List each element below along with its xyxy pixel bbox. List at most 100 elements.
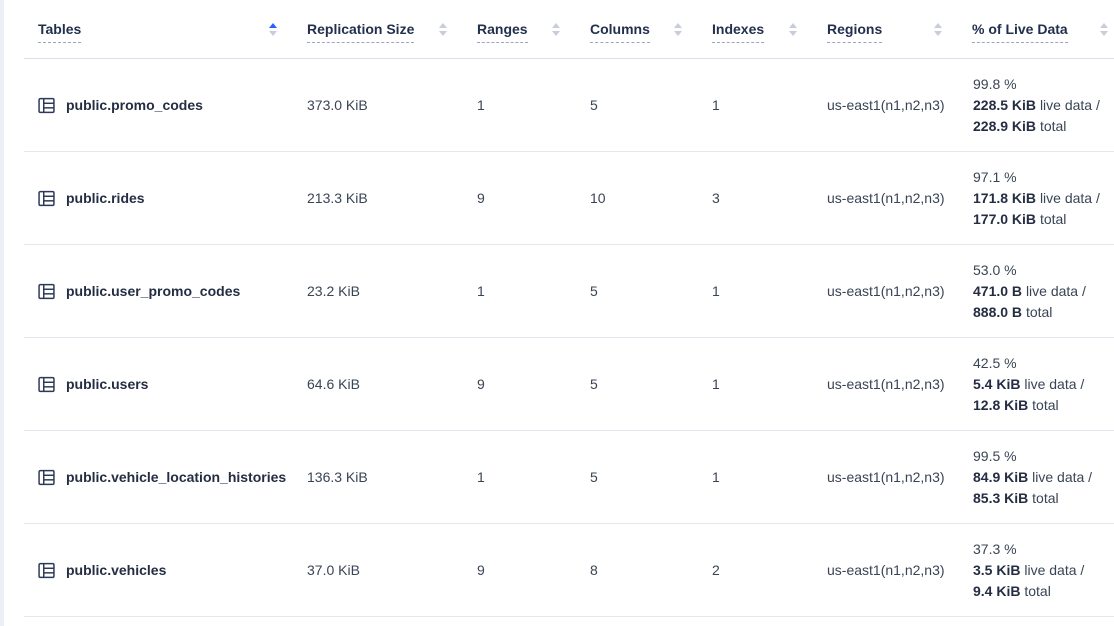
regions-cell: us-east1(n1,n2,n3) [827, 469, 945, 485]
total-data-line: 177.0 KiB total [973, 210, 1067, 227]
replication-size-cell: 373.0 KiB [307, 97, 368, 113]
columns-cell: 5 [590, 97, 598, 113]
table-name-cell[interactable]: public.user_promo_codes [24, 283, 295, 300]
columns-cell: 5 [590, 469, 598, 485]
live-data-cell: 53.0 % 471.0 B live data / 888.0 B total [960, 260, 1114, 323]
tables-table: Tables Replication Size Ranges Columns I… [24, 0, 1114, 617]
table-row[interactable]: public.vehicles 37.0 KiB 9 8 2 us-east1(… [24, 524, 1114, 617]
table-row[interactable]: public.promo_codes 373.0 KiB 1 5 1 us-ea… [24, 59, 1114, 152]
live-data-cell: 42.5 % 5.4 KiB live data / 12.8 KiB tota… [960, 353, 1114, 416]
sort-asc-icon[interactable] [259, 22, 277, 36]
ranges-cell: 9 [477, 190, 485, 206]
col-header-indexes-label: Indexes [712, 21, 765, 43]
table-icon [38, 190, 55, 207]
regions-cell: us-east1(n1,n2,n3) [827, 283, 945, 299]
live-data-line: 228.5 KiB live data / [973, 96, 1100, 113]
replication-size-cell: 64.6 KiB [307, 376, 360, 392]
live-data-line: 3.5 KiB live data / [973, 561, 1085, 578]
table-icon [38, 283, 55, 300]
live-data-line: 471.0 B live data / [973, 282, 1086, 299]
table-name: public.user_promo_codes [66, 283, 241, 299]
ranges-cell: 9 [477, 562, 485, 578]
sort-icon[interactable] [1090, 22, 1108, 36]
live-data-cell: 37.3 % 3.5 KiB live data / 9.4 KiB total [960, 539, 1114, 602]
table-name-cell[interactable]: public.users [24, 376, 295, 393]
table-name-cell[interactable]: public.rides [24, 190, 295, 207]
columns-cell: 8 [590, 562, 598, 578]
indexes-cell: 1 [712, 376, 720, 392]
live-pct: 99.8 % [973, 75, 1017, 92]
regions-cell: us-east1(n1,n2,n3) [827, 97, 945, 113]
table-name: public.rides [66, 190, 145, 206]
col-header-tables[interactable]: Tables [24, 0, 295, 58]
indexes-cell: 1 [712, 469, 720, 485]
indexes-cell: 1 [712, 283, 720, 299]
table-row[interactable]: public.users 64.6 KiB 9 5 1 us-east1(n1,… [24, 338, 1114, 431]
table-row[interactable]: public.vehicle_location_histories 136.3 … [24, 431, 1114, 524]
live-pct: 97.1 % [973, 168, 1017, 185]
live-data-line: 171.8 KiB live data / [973, 189, 1100, 206]
replication-size-cell: 37.0 KiB [307, 562, 360, 578]
table-icon [38, 97, 55, 114]
table-row[interactable]: public.rides 213.3 KiB 9 10 3 us-east1(n… [24, 152, 1114, 245]
regions-cell: us-east1(n1,n2,n3) [827, 562, 945, 578]
columns-cell: 5 [590, 283, 598, 299]
table-name: public.vehicles [66, 562, 167, 578]
indexes-cell: 2 [712, 562, 720, 578]
live-data-cell: 99.5 % 84.9 KiB live data / 85.3 KiB tot… [960, 446, 1114, 509]
col-header-tables-label: Tables [38, 21, 82, 43]
ranges-cell: 9 [477, 376, 485, 392]
col-header-regions-label: Regions [827, 21, 883, 43]
table-icon [38, 562, 55, 579]
sort-icon[interactable] [924, 22, 942, 36]
live-pct: 42.5 % [973, 354, 1017, 371]
sort-icon[interactable] [429, 22, 447, 36]
live-data-line: 84.9 KiB live data / [973, 468, 1093, 485]
total-data-line: 12.8 KiB total [973, 396, 1059, 413]
replication-size-cell: 23.2 KiB [307, 283, 360, 299]
col-header-replication-size-label: Replication Size [307, 21, 415, 43]
col-header-columns-label: Columns [590, 21, 650, 43]
table-row[interactable]: public.user_promo_codes 23.2 KiB 1 5 1 u… [24, 245, 1114, 338]
indexes-cell: 1 [712, 97, 720, 113]
col-header-live-data-label: % of Live Data [972, 21, 1068, 43]
table-icon [38, 376, 55, 393]
col-header-columns[interactable]: Columns [578, 0, 700, 58]
total-data-line: 9.4 KiB total [973, 582, 1051, 599]
live-pct: 53.0 % [973, 261, 1017, 278]
replication-size-cell: 136.3 KiB [307, 469, 368, 485]
sort-icon[interactable] [779, 22, 797, 36]
col-header-regions[interactable]: Regions [815, 0, 960, 58]
table-icon [38, 469, 55, 486]
sort-icon[interactable] [664, 22, 682, 36]
table-name: public.promo_codes [66, 97, 203, 113]
regions-cell: us-east1(n1,n2,n3) [827, 190, 945, 206]
indexes-cell: 3 [712, 190, 720, 206]
ranges-cell: 1 [477, 97, 485, 113]
ranges-cell: 1 [477, 283, 485, 299]
col-header-replication-size[interactable]: Replication Size [295, 0, 465, 58]
columns-cell: 10 [590, 190, 606, 206]
total-data-line: 85.3 KiB total [973, 489, 1059, 506]
total-data-line: 888.0 B total [973, 303, 1053, 320]
table-header-row: Tables Replication Size Ranges Columns I… [24, 0, 1114, 59]
col-header-live-data[interactable]: % of Live Data [960, 0, 1114, 58]
live-pct: 37.3 % [973, 540, 1017, 557]
col-header-ranges-label: Ranges [477, 21, 528, 43]
page-left-gutter [0, 0, 4, 626]
table-name-cell[interactable]: public.vehicles [24, 562, 295, 579]
col-header-ranges[interactable]: Ranges [465, 0, 578, 58]
table-name: public.vehicle_location_histories [66, 469, 287, 485]
live-data-line: 5.4 KiB live data / [973, 375, 1085, 392]
table-name-cell[interactable]: public.promo_codes [24, 97, 295, 114]
col-header-indexes[interactable]: Indexes [700, 0, 815, 58]
total-data-line: 228.9 KiB total [973, 117, 1067, 134]
regions-cell: us-east1(n1,n2,n3) [827, 376, 945, 392]
live-data-cell: 97.1 % 171.8 KiB live data / 177.0 KiB t… [960, 167, 1114, 230]
ranges-cell: 1 [477, 469, 485, 485]
table-name-cell[interactable]: public.vehicle_location_histories [24, 469, 295, 486]
table-name: public.users [66, 376, 149, 392]
replication-size-cell: 213.3 KiB [307, 190, 368, 206]
columns-cell: 5 [590, 376, 598, 392]
sort-icon[interactable] [542, 22, 560, 36]
